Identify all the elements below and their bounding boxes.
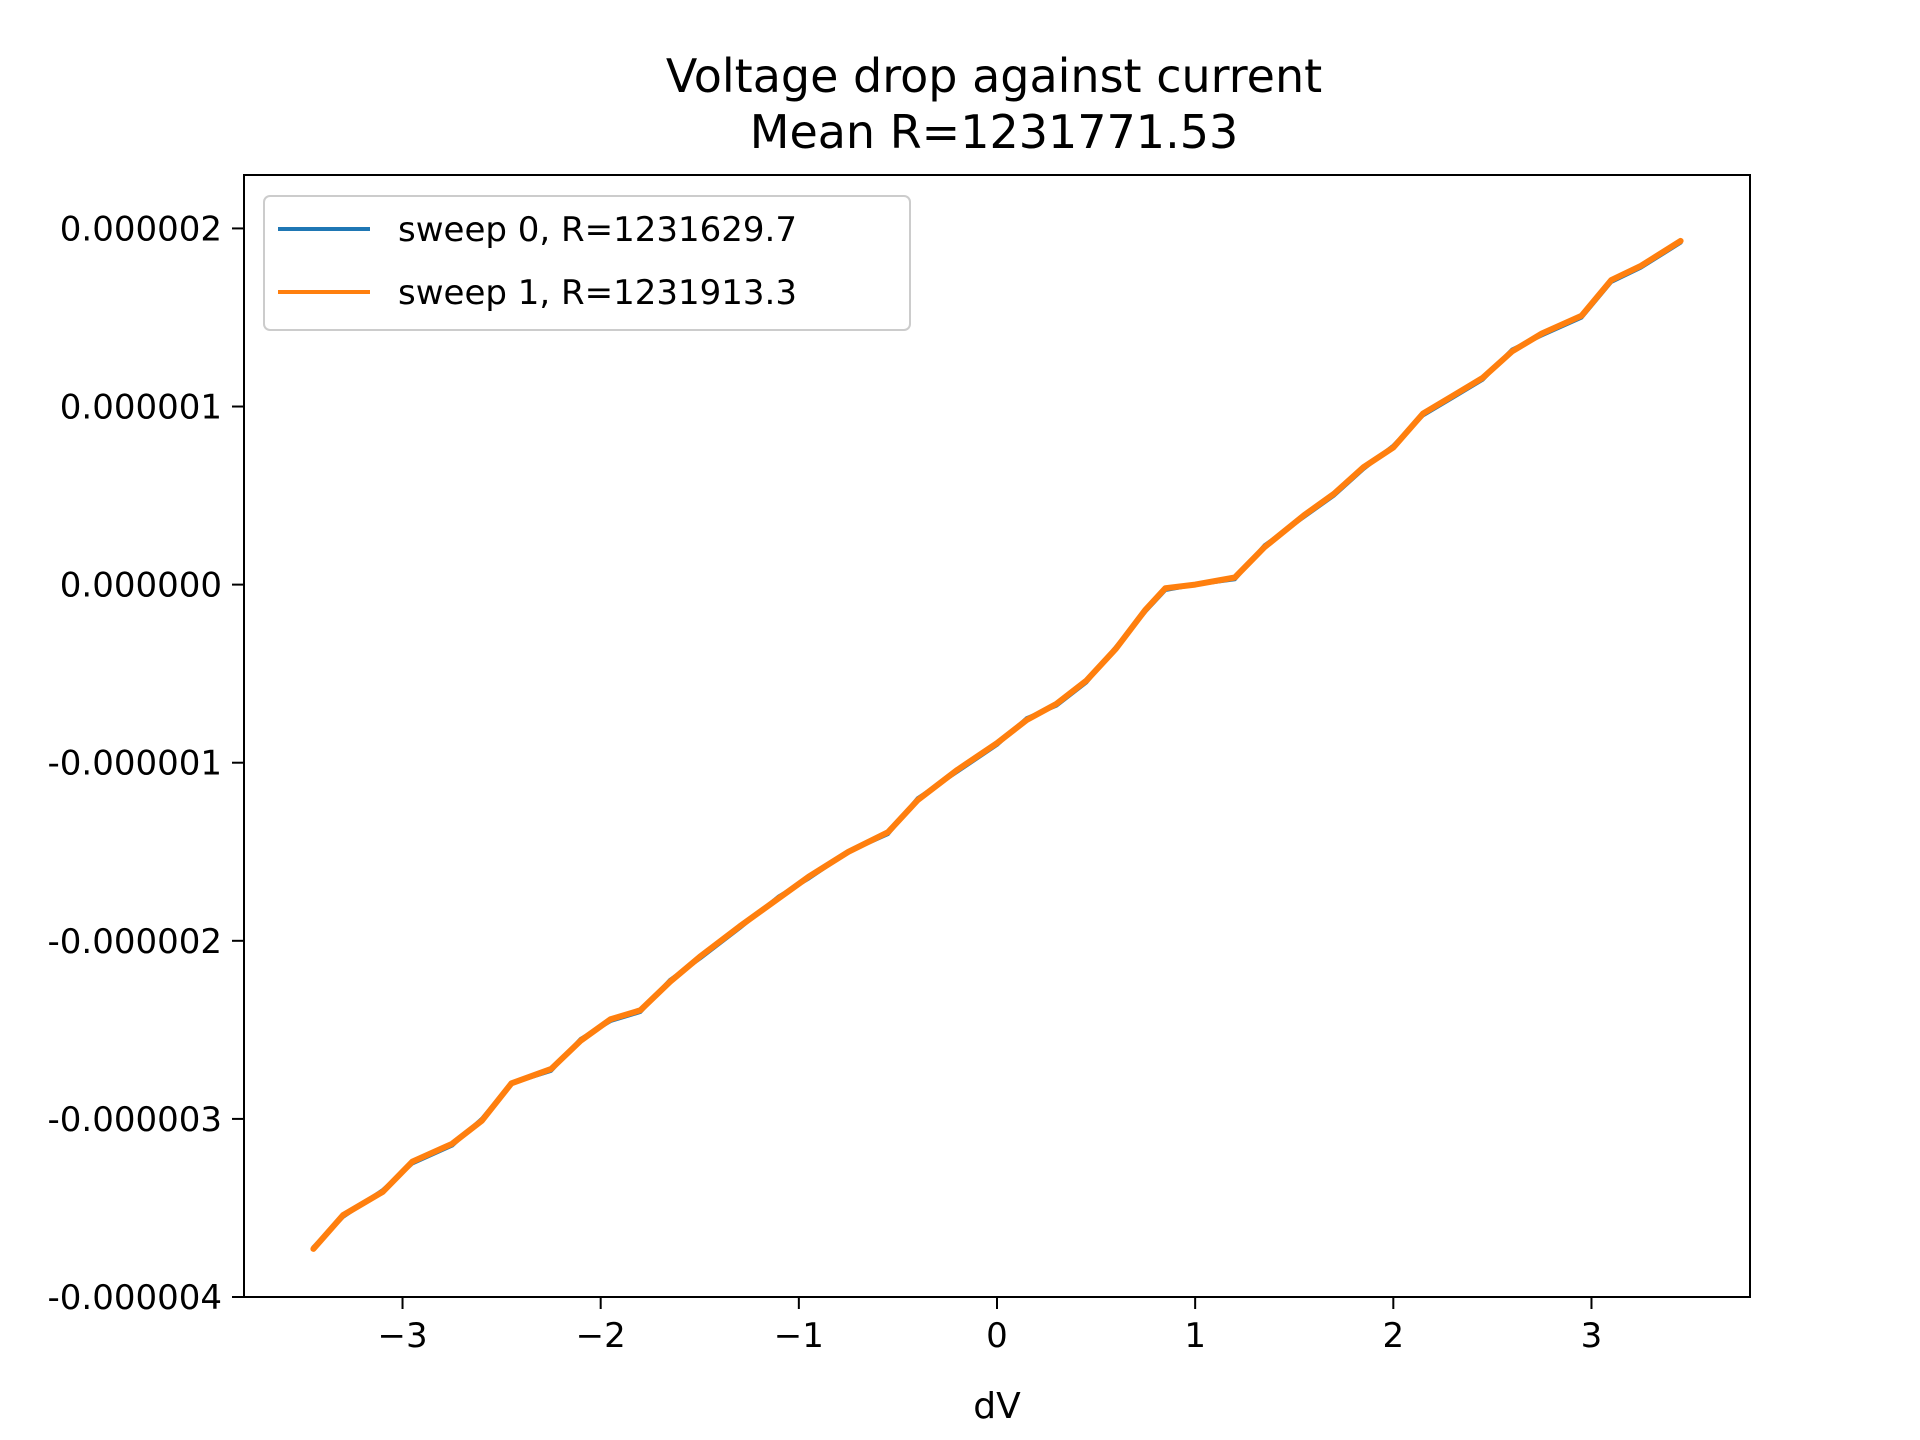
chart-subtitle: Mean R=1231771.53 — [750, 105, 1238, 159]
chart-title: Voltage drop against current — [666, 49, 1322, 103]
y-tick-label: -0.000004 — [48, 1278, 223, 1318]
legend-box — [263, 195, 911, 331]
x-tick-label: 2 — [1382, 1316, 1404, 1356]
x-tick-label: 1 — [1184, 1316, 1206, 1356]
y-tick-label: -0.000001 — [48, 744, 223, 784]
y-tick-label: -0.000002 — [48, 922, 223, 962]
legend-label-sweep-1: sweep 1, R=1231913.3 — [398, 273, 797, 313]
legend: sweep 0, R=1231629.7 sweep 1, R=1231913.… — [263, 195, 911, 331]
series-group — [310, 237, 1684, 1252]
legend-label-sweep-0: sweep 0, R=1231629.7 — [398, 210, 797, 250]
x-tick-label: −1 — [774, 1316, 824, 1356]
y-tick-label: 0.000001 — [60, 388, 222, 428]
x-axis-label: dV — [973, 1386, 1021, 1427]
y-tick-label: 0.000000 — [60, 566, 222, 606]
y-tick-label: 0.000002 — [60, 209, 222, 249]
y-axis: -0.000004 -0.000003 -0.000002 -0.000001 0.00… — [48, 209, 244, 1318]
series-line-sweep-1 — [310, 237, 1684, 1252]
x-axis: −3 −2 −1 0 1 2 3 — [377, 1297, 1602, 1356]
x-tick-label: 3 — [1581, 1316, 1603, 1356]
x-tick-label: −2 — [576, 1316, 626, 1356]
x-tick-label: 0 — [986, 1316, 1008, 1356]
y-tick-label: -0.000003 — [48, 1100, 223, 1140]
x-tick-label: −3 — [377, 1316, 427, 1356]
